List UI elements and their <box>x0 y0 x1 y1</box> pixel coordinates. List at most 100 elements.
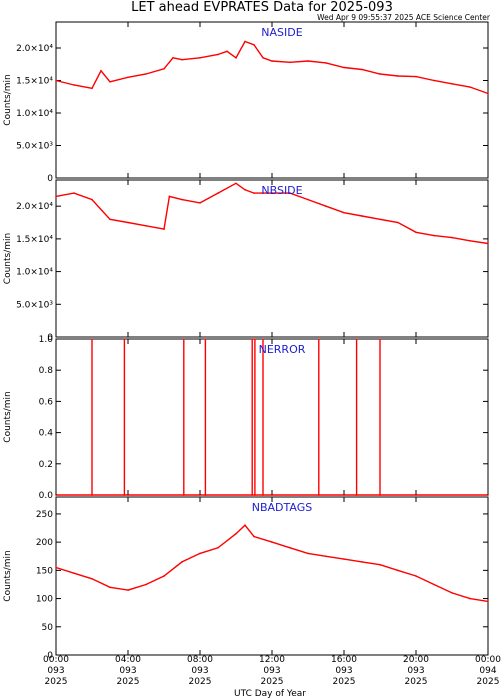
x-tick-text: 08:00 <box>187 655 213 665</box>
data-point <box>271 541 273 543</box>
data-point <box>262 494 264 496</box>
x-tick-text: 2025 <box>189 677 212 687</box>
data-point <box>343 66 345 69</box>
x-tick-text: 094 <box>479 666 496 676</box>
data-point <box>397 221 399 224</box>
data-point <box>325 62 327 64</box>
data-point <box>433 234 435 237</box>
y-tick-label: 1.5×10⁴ <box>16 235 53 245</box>
panel-nerror: 0.0 0.2 0.4 0.6 0.8 1.0 Counts/min NERROR <box>3 335 489 501</box>
panel-frame <box>55 179 489 338</box>
y-tick-label: 1.0 <box>39 335 54 345</box>
y-axis-label: Counts/min <box>3 74 13 125</box>
y-tick-label: 50 <box>42 623 54 633</box>
data-point <box>244 189 246 191</box>
data-point <box>397 569 399 572</box>
x-tick-text: 00:00 <box>43 655 69 665</box>
data-point <box>361 68 363 71</box>
series-line-nbadtags <box>55 524 489 603</box>
series-line-nerror <box>56 339 488 496</box>
data-point <box>487 600 489 603</box>
panel-frame <box>55 21 489 179</box>
data-point <box>199 552 201 555</box>
panel-title: NBADTAGS <box>252 501 312 514</box>
data-point <box>469 86 471 88</box>
data-point <box>172 57 174 59</box>
data-point <box>289 192 291 194</box>
data-point <box>73 572 75 574</box>
data-point <box>183 338 185 340</box>
data-point <box>415 575 417 577</box>
panel-frame <box>55 338 489 496</box>
data-point <box>487 92 489 95</box>
data-point <box>379 563 381 566</box>
data-point <box>235 182 237 185</box>
data-point <box>73 192 75 194</box>
data-point <box>487 242 489 245</box>
data-point <box>325 205 327 207</box>
data-point <box>168 195 171 198</box>
data-point <box>217 547 219 549</box>
x-tick-text: 00:00 <box>475 655 501 665</box>
x-axis: 00:00093202504:00093202508:00093202512:0… <box>43 655 501 687</box>
data-point <box>433 583 435 586</box>
data-point <box>379 338 381 340</box>
panel-naside: 0 5.0×10³ 1.0×10⁴ 1.5×10⁴ 2.0×10⁴ Counts/min N… <box>3 21 489 184</box>
data-point <box>307 552 309 555</box>
y-tick-label: 1.0×10⁴ <box>16 109 53 119</box>
data-point <box>91 87 93 90</box>
y-tick-label: 250 <box>36 510 53 520</box>
data-point <box>123 338 126 340</box>
data-point <box>91 578 93 580</box>
data-point <box>251 494 253 496</box>
x-tick-text: 12:00 <box>259 655 285 665</box>
data-point <box>254 338 256 340</box>
data-point <box>307 60 309 62</box>
y-axis-label: Counts/min <box>3 233 13 284</box>
data-point <box>235 57 237 59</box>
y-tick-label: 0.0 <box>39 491 54 501</box>
y-axis-label: Counts/min <box>3 550 13 601</box>
data-point <box>217 53 219 56</box>
data-point <box>397 75 399 77</box>
y-tick-label: 2.0×10⁴ <box>16 44 53 54</box>
y-tick-label: 5.0×10³ <box>16 142 53 152</box>
timestamp: Wed Apr 9 09:55:37 2025 ACE Science Cent… <box>317 13 491 22</box>
data-point <box>271 60 273 62</box>
data-point <box>235 532 237 535</box>
data-point <box>204 494 207 496</box>
x-tick-text: 093 <box>47 666 64 676</box>
data-point <box>181 58 183 61</box>
data-point <box>123 494 126 496</box>
data-point <box>379 218 381 221</box>
x-tick-text: 093 <box>335 666 352 676</box>
data-point <box>325 555 327 558</box>
y-tick-label: 5.0×10³ <box>16 300 53 310</box>
data-point <box>361 215 363 217</box>
data-point <box>251 338 253 340</box>
data-point <box>262 192 264 194</box>
y-tick-label: 0.4 <box>39 429 54 439</box>
data-point <box>289 61 291 64</box>
data-point <box>307 198 309 201</box>
data-point <box>253 535 255 538</box>
data-point <box>451 83 453 85</box>
panel-title: NERROR <box>259 343 306 356</box>
chart-title: LET ahead EVPRATES Data for 2025-093 <box>131 0 393 15</box>
y-axis-label: Counts/min <box>3 391 13 442</box>
data-point <box>109 586 111 589</box>
data-point <box>253 44 255 46</box>
data-point <box>318 338 320 340</box>
x-tick-text: 093 <box>263 666 280 676</box>
data-point <box>262 338 264 340</box>
data-point <box>254 494 256 496</box>
panel-title: NASIDE <box>261 26 302 39</box>
data-point <box>145 225 147 227</box>
data-point <box>355 338 358 340</box>
x-tick-text: 2025 <box>333 677 356 687</box>
series-line-naside <box>55 40 489 95</box>
data-point <box>91 494 93 496</box>
